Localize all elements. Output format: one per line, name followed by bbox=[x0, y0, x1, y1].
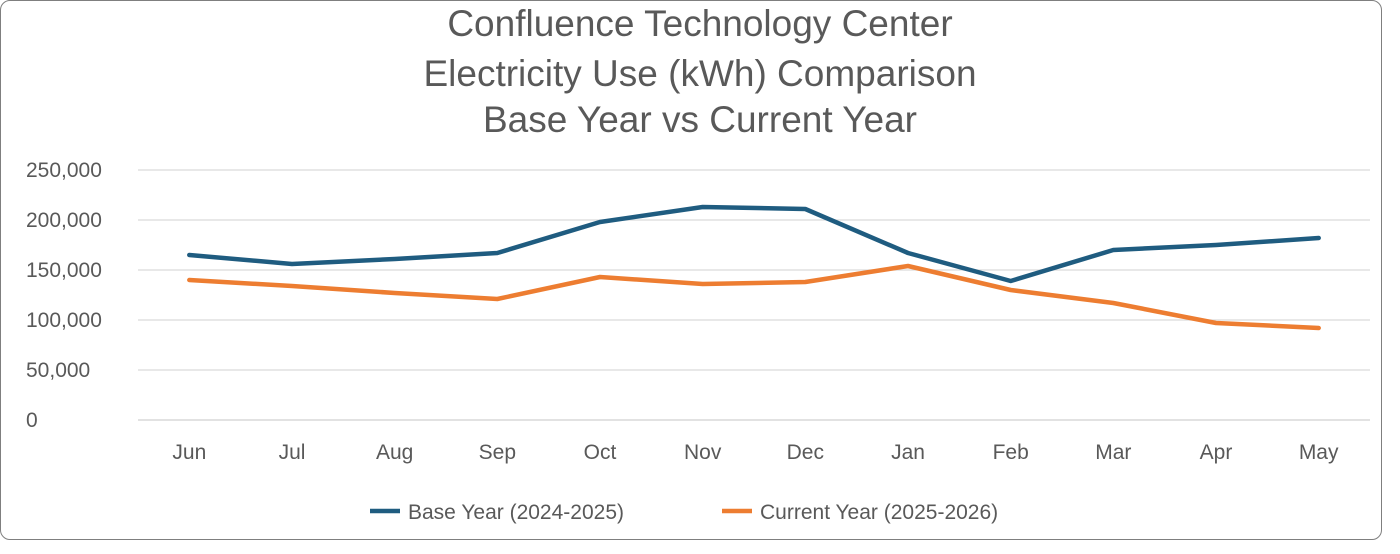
x-tick-label: Mar bbox=[1095, 441, 1131, 464]
data-series bbox=[187, 204, 1321, 331]
legend: Base Year (2024-2025) Current Year (2025-… bbox=[370, 501, 998, 524]
x-tick-label: Apr bbox=[1200, 441, 1233, 464]
series-line-2 bbox=[187, 263, 1321, 331]
x-tick-label: Nov bbox=[684, 441, 722, 464]
y-tick-label: 50,000 bbox=[26, 359, 90, 382]
x-axis-tick-labels: Jun Jul Aug Sep Oct Nov Dec Jan Feb Mar Apr May bbox=[172, 441, 1339, 464]
x-tick-label: May bbox=[1299, 441, 1339, 464]
legend-label: Base Year (2024-2025) bbox=[408, 501, 624, 524]
y-tick-label: 150,000 bbox=[26, 259, 102, 282]
gridlines bbox=[138, 169, 1370, 421]
chart-title: Confluence Technology Center Electricity… bbox=[423, 3, 976, 140]
x-tick-label: Sep bbox=[479, 441, 516, 464]
legend-label: Current Year (2025-2026) bbox=[760, 501, 998, 524]
x-tick-label: Oct bbox=[584, 441, 617, 464]
chart-title-line-3: Base Year vs Current Year bbox=[483, 99, 917, 140]
x-tick-label: Jun bbox=[172, 441, 206, 464]
series-line-1 bbox=[187, 204, 1321, 284]
chart-title-line-1: Confluence Technology Center bbox=[447, 3, 952, 44]
x-tick-label: Dec bbox=[787, 441, 824, 464]
y-tick-label: 100,000 bbox=[26, 309, 102, 332]
x-tick-label: Aug bbox=[376, 441, 413, 464]
y-axis-tick-labels: 0 50,000 100,000 150,000 200,000 250,000 bbox=[26, 159, 102, 432]
y-tick-label: 250,000 bbox=[26, 159, 102, 182]
y-tick-label: 0 bbox=[26, 409, 38, 432]
y-tick-label: 200,000 bbox=[26, 209, 102, 232]
x-tick-label: Jul bbox=[279, 441, 306, 464]
chart-title-line-2: Electricity Use (kWh) Comparison bbox=[423, 53, 976, 94]
x-tick-label: Feb bbox=[993, 441, 1029, 464]
x-tick-label: Jan bbox=[891, 441, 925, 464]
